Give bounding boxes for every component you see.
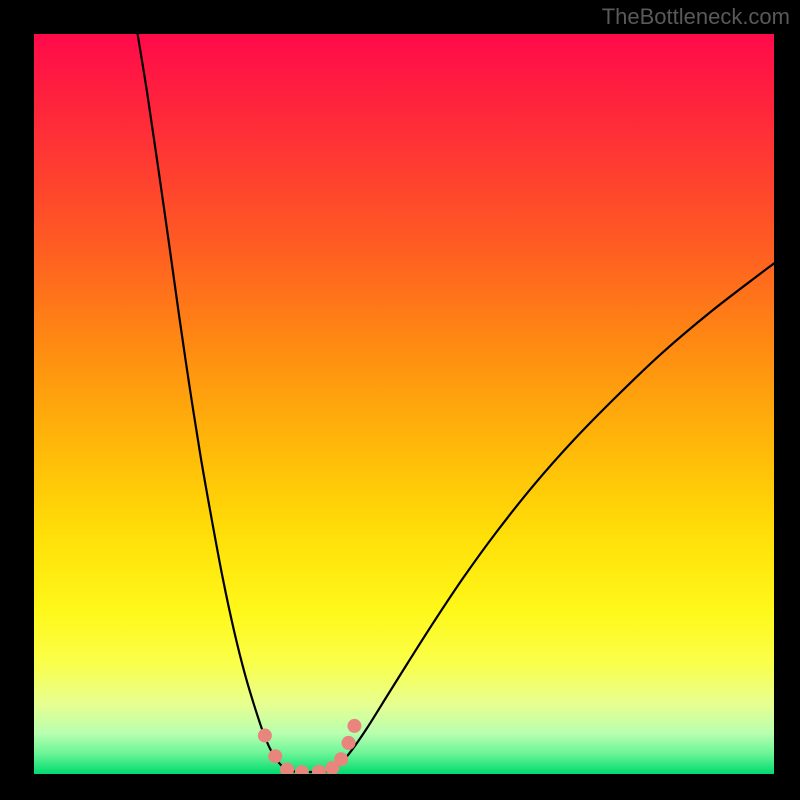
curve-marker [342,736,356,750]
curve-marker [347,719,361,733]
watermark-text: TheBottleneck.com [602,4,790,30]
plot-area [34,34,774,774]
curve-layer [34,34,774,774]
curve-marker [334,752,348,766]
curve-marker [258,729,272,743]
curve-marker [280,763,294,774]
curve-marker [312,765,326,774]
marker-group [258,719,362,774]
curve-marker [268,749,282,763]
bottleneck-curve [138,34,774,772]
curve-marker [295,765,309,774]
